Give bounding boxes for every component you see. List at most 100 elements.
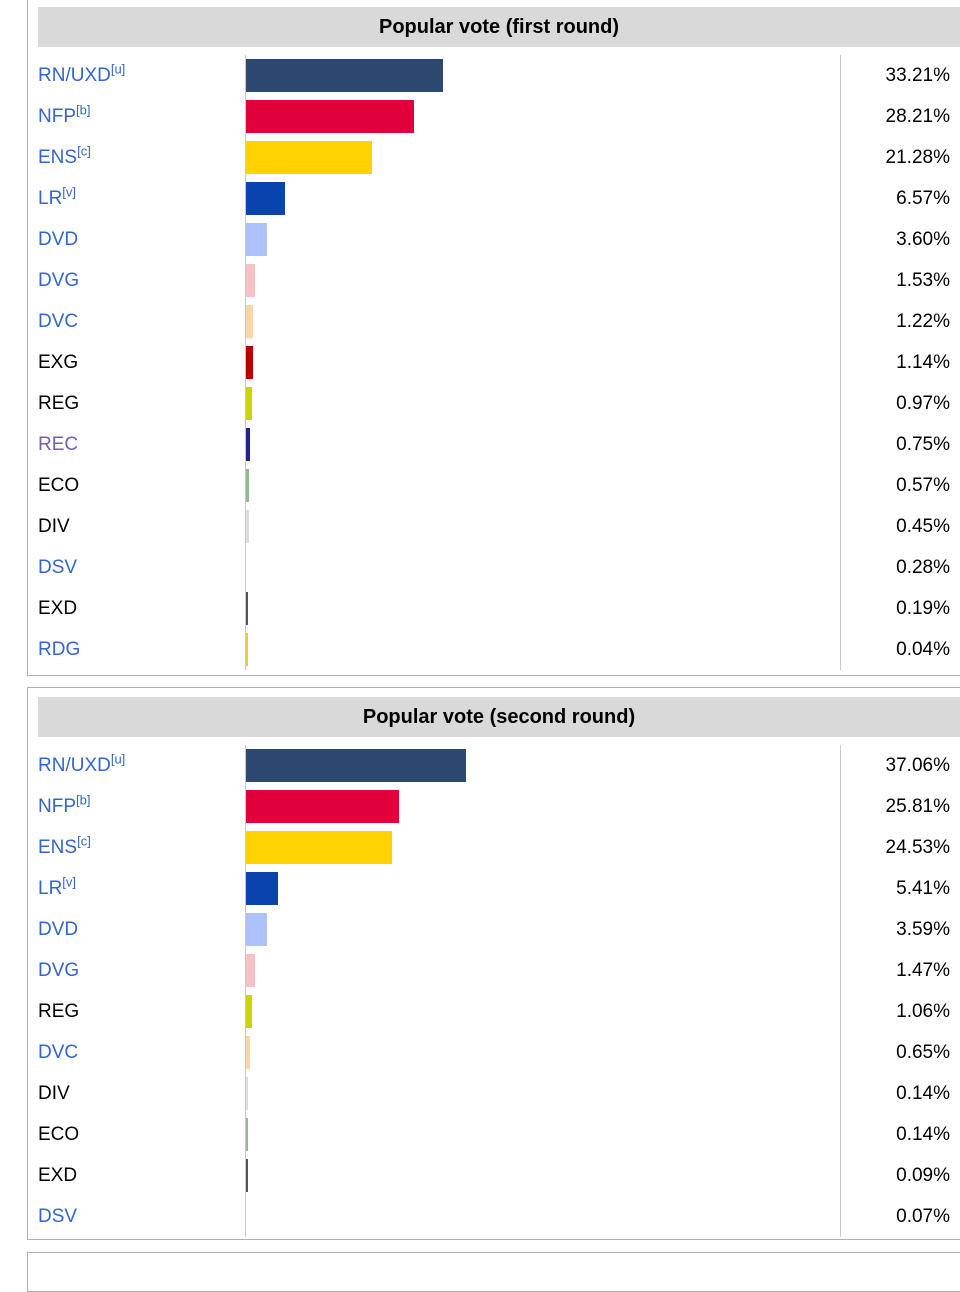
party-link[interactable]: NFP[b]	[38, 793, 90, 818]
party-abbr: DVD	[38, 228, 79, 250]
party-label: DIV	[38, 516, 70, 538]
vote-share-value: 3.60%	[896, 228, 950, 250]
vote-share-bar	[246, 954, 255, 987]
footnote-ref[interactable]: [u]	[110, 61, 126, 77]
bar-rows-second-round: RN/UXD[u] 37.06% NFP[b] 25.81% ENS[c] 24…	[28, 745, 960, 1237]
party-abbr: ECO	[38, 474, 80, 496]
chart-area-second-round: RN/UXD[u] 37.06% NFP[b] 25.81% ENS[c] 24…	[28, 745, 960, 1237]
party-abbr: DVC	[38, 310, 79, 332]
vote-share-value: 0.09%	[896, 1164, 950, 1186]
footnote-ref[interactable]: [b]	[76, 792, 91, 808]
vote-share-value: 0.04%	[896, 638, 950, 660]
vote-share-value: 0.14%	[896, 1082, 950, 1104]
party-abbr: DVD	[38, 918, 79, 940]
party-link[interactable]: RN/UXD[u]	[38, 62, 125, 87]
party-link[interactable]: ENS[c]	[38, 834, 91, 859]
party-abbr: DVG	[38, 959, 80, 981]
bar-rows-first-round: RN/UXD[u] 33.21% NFP[b] 28.21% ENS[c] 21…	[28, 55, 960, 670]
vote-share-value: 33.21%	[885, 64, 950, 86]
vote-share-bar	[246, 913, 268, 946]
footnote-ref[interactable]: [v]	[62, 184, 77, 200]
vote-share-value: 5.41%	[896, 877, 950, 899]
footnote-ref[interactable]: [b]	[76, 102, 91, 118]
party-label: EXD	[38, 1165, 77, 1187]
party-abbr: RN/UXD	[38, 64, 111, 86]
vote-share-bar	[246, 749, 467, 782]
party-link[interactable]: LR[v]	[38, 875, 76, 900]
party-link[interactable]: DSV	[38, 1206, 77, 1228]
party-abbr: LR	[38, 877, 63, 899]
axis-zero-line	[245, 55, 246, 670]
bar-row: RDG 0.04%	[28, 629, 960, 670]
bar-row: ENS[c] 24.53%	[28, 827, 960, 868]
party-link[interactable]: DVC	[38, 1042, 78, 1064]
party-abbr: ENS	[38, 146, 78, 168]
vote-share-value: 24.53%	[885, 836, 950, 858]
party-abbr: DVG	[38, 269, 80, 291]
bar-row: DSV 0.28%	[28, 547, 960, 588]
party-link[interactable]: DVG	[38, 270, 79, 292]
vote-share-bar	[246, 592, 248, 625]
bar-row: REC 0.75%	[28, 424, 960, 465]
bar-row: ECO 0.14%	[28, 1114, 960, 1155]
party-abbr: NFP	[38, 795, 76, 817]
bar-row: LR[v] 6.57%	[28, 178, 960, 219]
chart-title-text: Popular vote (first round)	[379, 16, 619, 38]
footnote-ref[interactable]: [c]	[77, 833, 91, 849]
party-abbr: DSV	[38, 1205, 78, 1227]
party-link[interactable]: RN/UXD[u]	[38, 752, 125, 777]
party-link[interactable]: ENS[c]	[38, 144, 91, 169]
footnote-ref[interactable]: [v]	[62, 874, 77, 890]
vote-share-bar	[246, 305, 254, 338]
party-link[interactable]: DVD	[38, 229, 78, 251]
vote-share-value: 0.97%	[896, 392, 950, 414]
chart-title-second-round: Popular vote (second round)	[38, 697, 960, 737]
party-link[interactable]: NFP[b]	[38, 103, 90, 128]
bar-row: DIV 0.14%	[28, 1073, 960, 1114]
party-link[interactable]: DVG	[38, 960, 79, 982]
party-abbr: RDG	[38, 638, 81, 660]
vote-share-bar	[246, 469, 250, 502]
party-abbr: DVC	[38, 1041, 79, 1063]
bar-row: DIV 0.45%	[28, 506, 960, 547]
party-label: REG	[38, 1001, 79, 1023]
party-abbr: DIV	[38, 1082, 70, 1104]
bar-row: DVG 1.53%	[28, 260, 960, 301]
bar-row: DSV 0.07%	[28, 1196, 960, 1237]
bar-row: DVD 3.59%	[28, 909, 960, 950]
vote-share-value: 28.21%	[885, 105, 950, 127]
party-link[interactable]: DVD	[38, 919, 78, 941]
vote-share-bar	[246, 141, 373, 174]
vote-share-bar	[246, 995, 253, 1028]
vote-share-bar	[246, 387, 252, 420]
party-label: EXG	[38, 352, 78, 374]
party-abbr: NFP	[38, 105, 76, 127]
vote-share-bar	[246, 182, 286, 215]
bar-row: EXG 1.14%	[28, 342, 960, 383]
party-abbr: REC	[38, 433, 79, 455]
page: { "colors": { "link": "#3366CC", "visite…	[27, 0, 960, 1292]
vote-share-value: 0.75%	[896, 433, 950, 455]
footnote-ref[interactable]: [u]	[110, 751, 126, 767]
bar-row: NFP[b] 28.21%	[28, 96, 960, 137]
party-abbr: LR	[38, 187, 63, 209]
party-label: EXD	[38, 598, 77, 620]
party-label: ECO	[38, 475, 79, 497]
party-link[interactable]: REC	[38, 434, 78, 456]
party-link[interactable]: DSV	[38, 557, 77, 579]
vote-share-value: 21.28%	[885, 146, 950, 168]
party-link[interactable]: RDG	[38, 639, 80, 661]
party-abbr: DIV	[38, 515, 70, 537]
vote-share-bar	[246, 872, 279, 905]
vote-share-bar	[246, 1159, 248, 1192]
party-label: DIV	[38, 1083, 70, 1105]
vote-share-bar	[246, 633, 248, 666]
vote-share-bar	[246, 59, 444, 92]
party-link[interactable]: LR[v]	[38, 185, 76, 210]
footnote-ref[interactable]: [c]	[77, 143, 91, 159]
party-abbr: ECO	[38, 1123, 80, 1145]
vote-share-value: 37.06%	[885, 754, 950, 776]
party-link[interactable]: DVC	[38, 311, 78, 333]
vote-share-bar	[246, 1118, 248, 1151]
bar-row: DVC 0.65%	[28, 1032, 960, 1073]
